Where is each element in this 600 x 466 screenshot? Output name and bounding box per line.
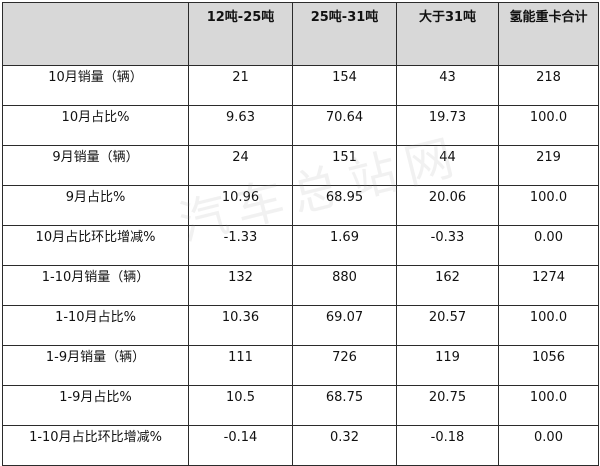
cell-total: 218 — [498, 65, 599, 106]
cell-total: 219 — [498, 145, 599, 186]
cell-25-31t: 68.95 — [292, 185, 397, 226]
table-row: 10月销量（辆） 21 154 43 218 — [2, 65, 599, 106]
cell-12-25t: 10.96 — [188, 185, 293, 226]
cell-over-31t: 20.06 — [396, 185, 499, 226]
row-label: 1-10月占比环比增减% — [2, 425, 189, 466]
row-label: 10月占比% — [2, 105, 189, 146]
cell-total: 100.0 — [498, 305, 599, 346]
table-row: 1-9月占比% 10.5 68.75 20.75 100.0 — [2, 385, 599, 426]
cell-total: 100.0 — [498, 185, 599, 226]
row-label: 1-10月销量（辆） — [2, 265, 189, 306]
header-25-31t: 25吨-31吨 — [292, 2, 397, 66]
table-row: 1-10月占比% 10.36 69.07 20.57 100.0 — [2, 305, 599, 346]
cell-12-25t: 9.63 — [188, 105, 293, 146]
header-over-31t: 大于31吨 — [396, 2, 499, 66]
cell-over-31t: -0.33 — [396, 225, 499, 266]
row-label: 1-9月销量（辆） — [2, 345, 189, 386]
header-12-25t: 12吨-25吨 — [188, 2, 293, 66]
row-label: 9月占比% — [2, 185, 189, 226]
header-total: 氢能重卡合计 — [498, 2, 599, 66]
cell-25-31t: 151 — [292, 145, 397, 186]
table-row: 9月占比% 10.96 68.95 20.06 100.0 — [2, 185, 599, 226]
cell-25-31t: 70.64 — [292, 105, 397, 146]
cell-12-25t: -1.33 — [188, 225, 293, 266]
cell-over-31t: -0.18 — [396, 425, 499, 466]
table-row: 1-10月占比环比增减% -0.14 0.32 -0.18 0.00 — [2, 425, 599, 466]
cell-total: 0.00 — [498, 225, 599, 266]
cell-12-25t: 111 — [188, 345, 293, 386]
cell-25-31t: 1.69 — [292, 225, 397, 266]
cell-12-25t: 24 — [188, 145, 293, 186]
row-label: 1-10月占比% — [2, 305, 189, 346]
cell-25-31t: 154 — [292, 65, 397, 106]
cell-12-25t: 10.5 — [188, 385, 293, 426]
cell-12-25t: 10.36 — [188, 305, 293, 346]
cell-total: 100.0 — [498, 105, 599, 146]
cell-total: 0.00 — [498, 425, 599, 466]
cell-12-25t: -0.14 — [188, 425, 293, 466]
cell-over-31t: 119 — [396, 345, 499, 386]
cell-25-31t: 69.07 — [292, 305, 397, 346]
table-row: 1-10月销量（辆） 132 880 162 1274 — [2, 265, 599, 306]
cell-over-31t: 162 — [396, 265, 499, 306]
cell-over-31t: 19.73 — [396, 105, 499, 146]
cell-25-31t: 68.75 — [292, 385, 397, 426]
cell-over-31t: 44 — [396, 145, 499, 186]
header-row: 12吨-25吨 25吨-31吨 大于31吨 氢能重卡合计 — [2, 2, 599, 66]
cell-total: 100.0 — [498, 385, 599, 426]
cell-12-25t: 21 — [188, 65, 293, 106]
table-row: 9月销量（辆） 24 151 44 219 — [2, 145, 599, 186]
table-row: 10月占比% 9.63 70.64 19.73 100.0 — [2, 105, 599, 146]
cell-25-31t: 726 — [292, 345, 397, 386]
cell-over-31t: 43 — [396, 65, 499, 106]
row-label: 10月销量（辆） — [2, 65, 189, 106]
cell-over-31t: 20.57 — [396, 305, 499, 346]
cell-over-31t: 20.75 — [396, 385, 499, 426]
cell-25-31t: 880 — [292, 265, 397, 306]
cell-total: 1056 — [498, 345, 599, 386]
table-row: 1-9月销量（辆） 111 726 119 1056 — [2, 345, 599, 386]
cell-25-31t: 0.32 — [292, 425, 397, 466]
cell-total: 1274 — [498, 265, 599, 306]
cell-12-25t: 132 — [188, 265, 293, 306]
table-row: 10月占比环比增减% -1.33 1.69 -0.33 0.00 — [2, 225, 599, 266]
row-label: 9月销量（辆） — [2, 145, 189, 186]
row-label: 10月占比环比增减% — [2, 225, 189, 266]
row-label: 1-9月占比% — [2, 385, 189, 426]
corner-cell — [2, 2, 189, 66]
